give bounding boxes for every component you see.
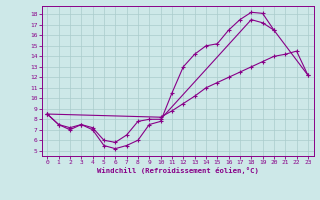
X-axis label: Windchill (Refroidissement éolien,°C): Windchill (Refroidissement éolien,°C) <box>97 167 259 174</box>
